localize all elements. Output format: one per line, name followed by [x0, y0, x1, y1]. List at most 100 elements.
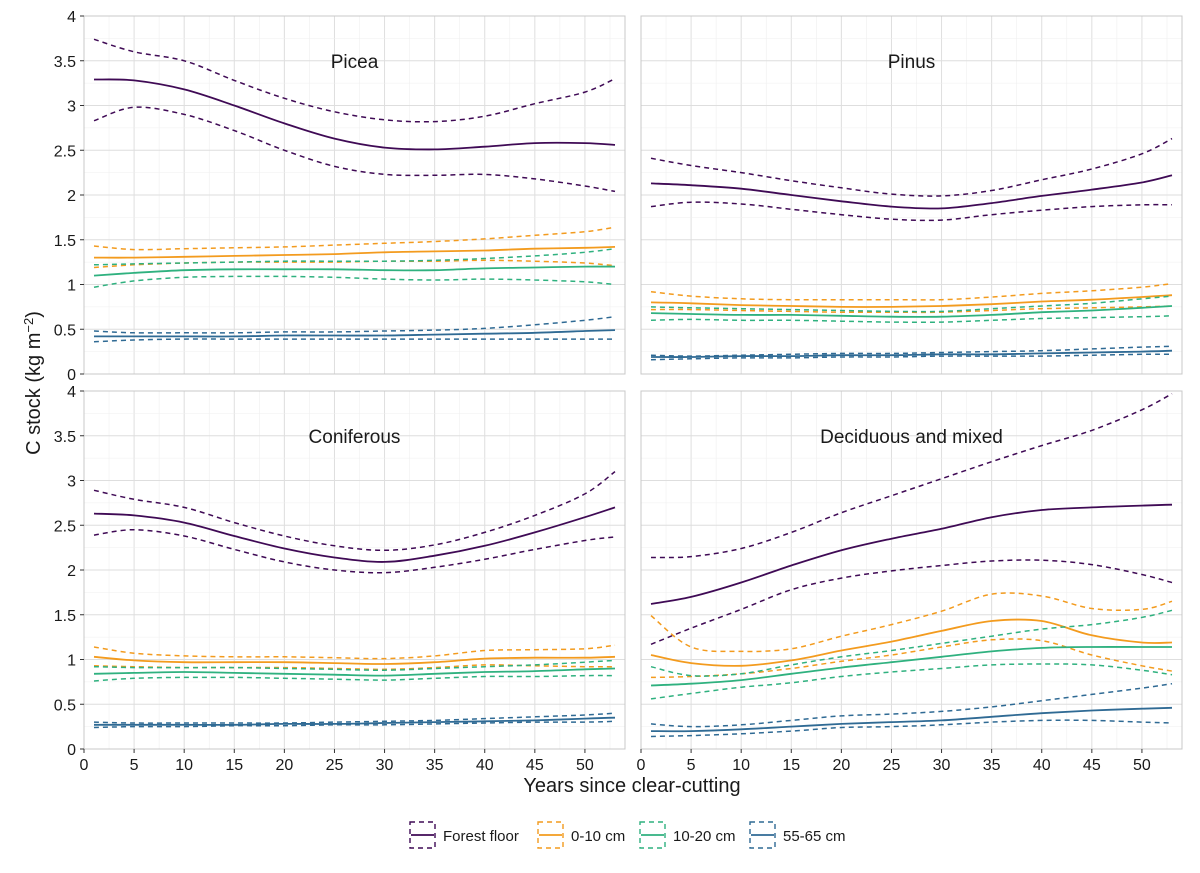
- x-tick-label: 20: [275, 757, 293, 774]
- series-lower-line: [650, 353, 1173, 361]
- legend-key-dashed: [749, 821, 776, 849]
- series-mean-line: [94, 329, 616, 338]
- y-tick-label: 0: [67, 742, 76, 759]
- series-lower-line: [93, 528, 616, 574]
- legend-key-dashed: [639, 821, 666, 849]
- x-tick-label: 40: [1033, 757, 1051, 774]
- series-upper-line: [650, 282, 1173, 301]
- x-tick-label: 35: [983, 757, 1001, 774]
- panel-title: Deciduous and mixed: [820, 427, 1003, 448]
- series-mean-line: [94, 716, 616, 726]
- series-55-65-cm: [93, 712, 616, 729]
- series-lower-line: [93, 674, 616, 682]
- series-lower-line: [650, 638, 1173, 679]
- y-axis-label-unit-exponent: −2: [21, 318, 36, 333]
- panel-picea: Picea 0 0.5 1 1.5 2 2.5 3 3.5 4: [54, 9, 626, 384]
- legend-item-forest-floor: Forest floor: [409, 821, 519, 849]
- series-55-65-cm: [650, 682, 1173, 738]
- series-lower-line: [93, 338, 615, 343]
- panel-border: [640, 15, 1183, 375]
- y-tick-label: 2: [67, 563, 76, 580]
- gridlines: [83, 390, 625, 750]
- series-upper-line: [93, 38, 616, 123]
- series-upper-line: [93, 659, 616, 671]
- x-tick-label: 50: [1133, 757, 1151, 774]
- series-lower-line: [93, 720, 616, 729]
- series-mean-line: [650, 706, 1173, 733]
- series-upper-line: [93, 470, 616, 552]
- series-mean-line: [93, 246, 616, 259]
- y-tick-label: 1: [67, 278, 76, 295]
- x-tick-label: 20: [832, 757, 850, 774]
- series-upper-line: [650, 295, 1173, 313]
- x-tick-label: 0: [80, 757, 89, 774]
- chart-panels: Picea 0 0.5 1 1.5 2 2.5 3 3.5 4 Pinus Coniferous 0 0.…: [54, 9, 1183, 774]
- series-forest-floor: [650, 393, 1173, 645]
- series-mean-line: [650, 305, 1173, 318]
- series-upper-line: [650, 137, 1173, 197]
- series-0-10-cm: [650, 592, 1173, 679]
- x-tick-label: 10: [732, 757, 750, 774]
- x-tick-label: 5: [687, 757, 696, 774]
- y-tick-label: 0: [67, 367, 76, 384]
- y-axis: 0 0.5 1 1.5 2 2.5 3 3.5 4: [54, 384, 84, 759]
- series-55-65-cm: [93, 315, 616, 343]
- series-lower-line: [650, 559, 1173, 645]
- series-upper-line: [650, 592, 1173, 653]
- series-10-20-cm: [650, 295, 1173, 324]
- y-axis-label: C stock (kg m−2): [21, 311, 46, 455]
- series-mean-line: [650, 503, 1173, 605]
- y-tick-label: 4: [67, 384, 76, 401]
- y-tick-label: 3.5: [54, 54, 76, 71]
- panel-deciduous-and-mixed: Deciduous and mixed 0 5 10 15 20 25 30 35 40 45 50: [637, 390, 1183, 774]
- x-axis-label: Years since clear-cutting: [523, 775, 740, 797]
- x-axis: 0 5 10 15 20 25 30 35 40 45 50: [637, 749, 1151, 774]
- x-tick-label: 5: [130, 757, 139, 774]
- y-tick-label: 4: [67, 9, 76, 26]
- x-tick-label: 40: [476, 757, 494, 774]
- y-tick-label: 1: [67, 653, 76, 670]
- series-55-65-cm: [650, 345, 1173, 361]
- legend-label: Forest floor: [443, 828, 519, 845]
- x-tick-label: 45: [1083, 757, 1101, 774]
- series-mean-line: [650, 349, 1173, 358]
- y-tick-label: 2: [67, 188, 76, 205]
- series-mean-line: [93, 667, 616, 677]
- y-axis-label-text: C stock (kg m: [23, 333, 45, 455]
- series-mean-line: [93, 655, 616, 665]
- legend-key-dashed: [537, 821, 564, 849]
- x-tick-label: 30: [376, 757, 394, 774]
- legend-item-55-65-cm: 55-65 cm: [749, 821, 846, 849]
- series-mean-line: [93, 506, 616, 563]
- series-forest-floor: [93, 38, 616, 193]
- panel-title: Coniferous: [309, 427, 401, 448]
- x-tick-label: 0: [637, 757, 646, 774]
- series-lower-line: [650, 719, 1173, 738]
- panel-title: Pinus: [888, 52, 936, 73]
- x-tick-label: 35: [426, 757, 444, 774]
- y-axis: 0 0.5 1 1.5 2 2.5 3 3.5 4: [54, 9, 84, 384]
- y-tick-label: 1.5: [54, 608, 76, 625]
- series-lower-line: [93, 275, 616, 288]
- y-tick-label: 3.5: [54, 429, 76, 446]
- y-tick-label: 1.5: [54, 233, 76, 250]
- y-tick-label: 3: [67, 474, 76, 491]
- panel-title: Picea: [331, 52, 379, 73]
- panel-pinus: Pinus: [640, 15, 1183, 375]
- series-mean-line: [93, 78, 616, 151]
- series-mean-line: [650, 174, 1173, 210]
- series-upper-line: [93, 712, 616, 724]
- series-10-20-cm: [93, 659, 616, 682]
- legend-label: 0-10 cm: [571, 828, 625, 845]
- x-tick-label: 50: [576, 757, 594, 774]
- y-axis-label-close: ): [23, 311, 45, 318]
- series-mean-line: [93, 265, 616, 277]
- x-tick-label: 10: [175, 757, 193, 774]
- y-tick-label: 3: [67, 99, 76, 116]
- legend-label: 55-65 cm: [783, 828, 846, 845]
- legend: Forest floor 0-10 cm 10-20 cm 55-65 cm: [409, 821, 846, 849]
- x-tick-label: 45: [526, 757, 544, 774]
- series-upper-line: [93, 247, 616, 266]
